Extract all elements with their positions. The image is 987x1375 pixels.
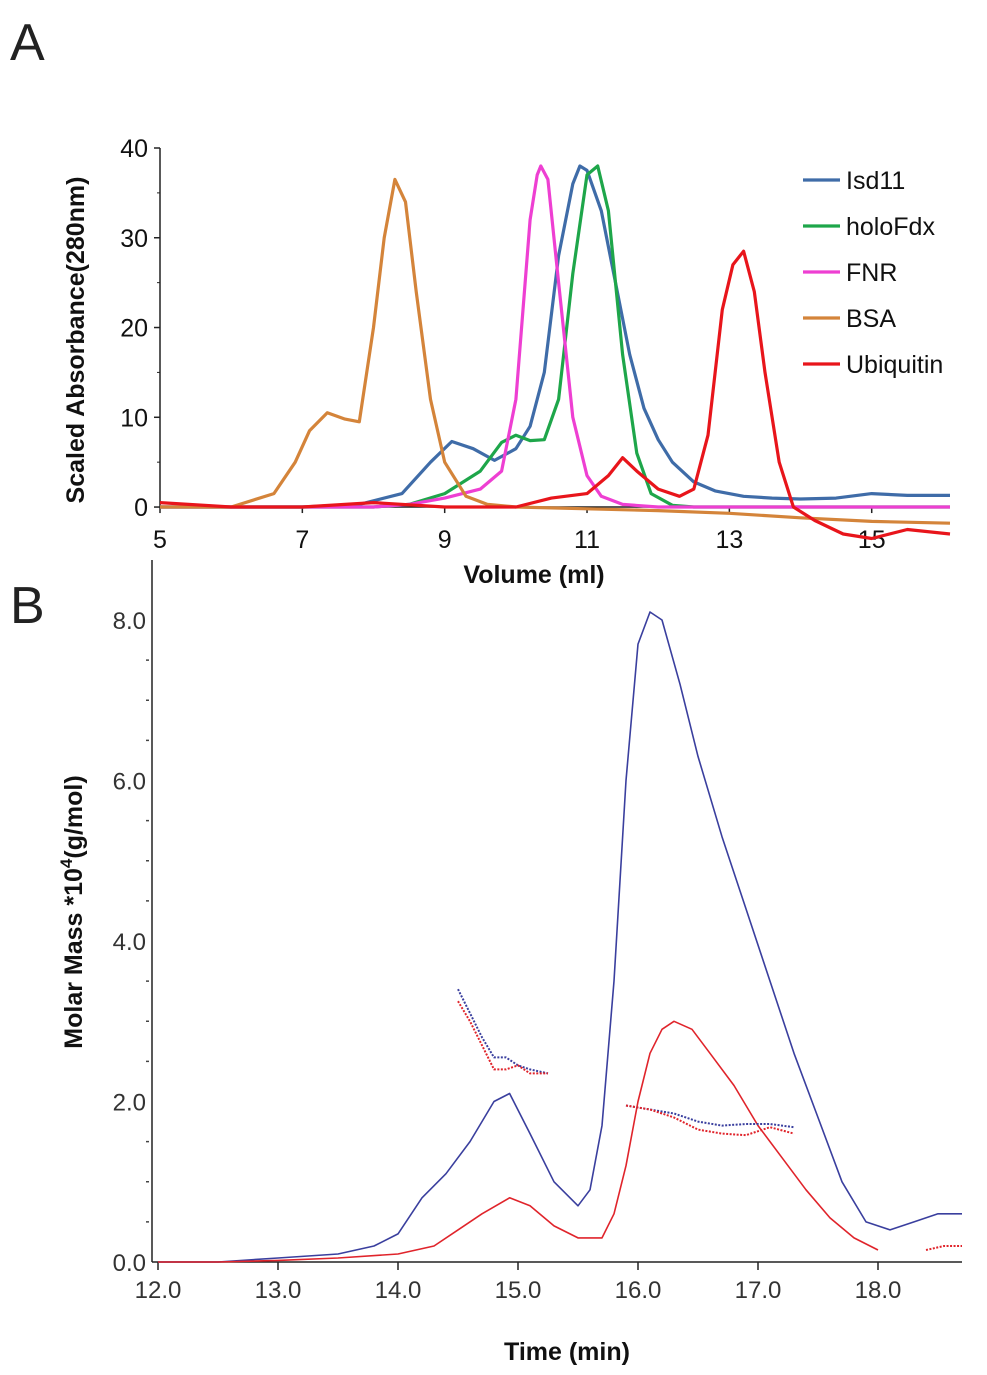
x-tick-label: 14.0: [375, 1277, 422, 1304]
y-tick-label: 8.0: [113, 608, 146, 635]
series-line-7: [925, 1245, 962, 1251]
y-tick-label: 40: [120, 135, 148, 163]
x-tick-label: 18.0: [855, 1277, 902, 1304]
series-line-1: [158, 611, 962, 1263]
y-tick-label: 30: [120, 225, 148, 253]
series-line-3: [457, 988, 549, 1075]
legend-label-bsa: BSA: [846, 305, 896, 333]
x-tick-label: 7: [295, 526, 309, 554]
series-line-fnr: [160, 164, 950, 509]
x-tick-label: 16.0: [615, 1277, 662, 1304]
series-line-2: [158, 1020, 879, 1263]
series-line-5: [625, 1104, 795, 1129]
series-line-4: [457, 1000, 548, 1075]
series-line-ubiquitin: [159, 249, 951, 541]
y-axis-title-main: Molar Mass *10: [60, 868, 88, 1049]
y-tick-label: 0.0: [113, 1250, 146, 1277]
x-tick-label: 13.0: [255, 1277, 302, 1304]
y-tick-label: 6.0: [113, 769, 146, 796]
y-axis-title-superscript: 4: [57, 858, 76, 868]
y-tick-label: 4.0: [113, 929, 146, 956]
panel-label-a: A: [10, 14, 45, 72]
y-tick-label: 10: [120, 404, 148, 432]
x-axis-title: Volume (ml): [463, 561, 604, 589]
x-tick-label: 15.0: [495, 1277, 542, 1304]
x-tick-label: 5: [153, 526, 167, 554]
x-tick-label: 9: [438, 526, 452, 554]
y-axis-title: Scaled Absorbance(280nm): [62, 177, 90, 504]
panel-label-b: B: [10, 577, 45, 635]
x-axis-title: Time (min): [504, 1338, 630, 1366]
series-line-isd11: [160, 164, 950, 509]
x-tick-label: 11: [574, 526, 600, 554]
series-line-holofdx: [160, 164, 950, 509]
series-line-bsa: [160, 177, 951, 525]
x-tick-label: 12.0: [135, 1277, 182, 1304]
legend-label-ubiquitin: Ubiquitin: [846, 351, 943, 379]
x-tick-label: 13: [715, 526, 743, 554]
y-axis-title: Molar Mass *104(g/mol): [57, 775, 88, 1048]
legend-label-isd11: Isd11: [846, 167, 905, 195]
x-tick-label: 17.0: [735, 1277, 782, 1304]
y-tick-label: 0: [134, 494, 148, 522]
y-axis-title-units: (g/mol): [60, 775, 88, 858]
y-tick-label: 20: [120, 315, 148, 343]
y-tick-label: 2.0: [113, 1090, 146, 1117]
legend-label-holofdx: holoFdx: [846, 213, 935, 241]
legend-label-fnr: FNR: [846, 259, 897, 287]
series-line-6: [625, 1104, 795, 1137]
chart-b: 0.0 2.0 4.0 6.0 8.0 12.0 13.0 14.0 15.0 16.0 17.0 1…: [57, 560, 962, 1366]
